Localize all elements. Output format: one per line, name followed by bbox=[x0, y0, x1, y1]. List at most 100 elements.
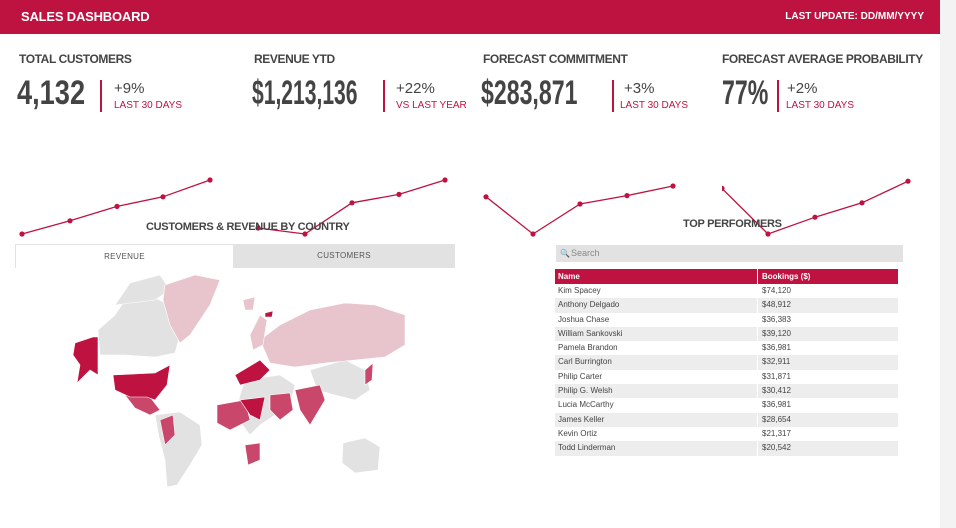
table-row[interactable]: Todd Linderman $20,542 bbox=[555, 441, 898, 456]
table-row[interactable]: Carl Burrington $32,911 bbox=[555, 355, 898, 370]
kpi-period: LAST 30 DAYS bbox=[114, 100, 182, 111]
table-row[interactable]: Kim Spacey $74,120 bbox=[555, 284, 898, 299]
performer-name: Kim Spacey bbox=[555, 284, 758, 299]
table-row[interactable]: William Sankovski $39,120 bbox=[555, 326, 898, 342]
table-row[interactable]: Lucia McCarthy $36,981 bbox=[555, 398, 898, 413]
sparkline-chart bbox=[483, 183, 676, 237]
page-title: SALES DASHBOARD bbox=[21, 9, 150, 24]
performer-name: Pamela Brandon bbox=[555, 341, 758, 356]
country-arctic-islands bbox=[114, 275, 171, 306]
divider bbox=[383, 80, 385, 112]
performer-bookings: $30,412 bbox=[762, 386, 791, 396]
kpi-value: $283,871 bbox=[481, 74, 578, 112]
country-alaska bbox=[72, 336, 99, 384]
sparkline-point bbox=[442, 177, 448, 183]
header-bar: SALES DASHBOARD LAST UPDATE: DD/MM/YYYY bbox=[0, 0, 940, 34]
performer-name: Philip Carter bbox=[555, 369, 758, 385]
kpi-total-customers: TOTAL CUSTOMERS 4,132 +9% LAST 30 DAYS bbox=[17, 52, 213, 237]
sparkline-point bbox=[905, 178, 911, 184]
performer-name: Carl Burrington bbox=[555, 355, 758, 370]
kpi-title: FORECAST AVERAGE PROBABILITY bbox=[722, 52, 923, 66]
search-placeholder: Search bbox=[571, 248, 600, 258]
performer-bookings: $31,871 bbox=[762, 371, 791, 381]
performer-bookings: $36,981 bbox=[762, 343, 791, 353]
sparkline-point bbox=[624, 193, 630, 199]
region-middle-east bbox=[269, 392, 294, 421]
kpi-value: 77% bbox=[722, 74, 769, 112]
kpi-change: +22% bbox=[396, 80, 435, 97]
performers-table: Name Bookings ($) Kim Spacey $74,120 Antho… bbox=[555, 269, 898, 463]
performer-name: Joshua Chase bbox=[555, 312, 758, 327]
performer-bookings: $48,912 bbox=[762, 300, 791, 310]
sparkline-point bbox=[859, 200, 865, 206]
performer-name: Philip G. Welsh bbox=[555, 384, 758, 399]
kpi-period: VS LAST YEAR bbox=[396, 100, 467, 111]
column-header-bookings[interactable]: Bookings ($) bbox=[762, 272, 811, 281]
divider bbox=[612, 80, 614, 112]
performer-name: William Sankovski bbox=[555, 326, 758, 342]
performer-bookings: $20,542 bbox=[762, 443, 791, 453]
sparkline-point bbox=[670, 183, 676, 189]
kpi-period: LAST 30 DAYS bbox=[620, 100, 688, 111]
sparkline-point bbox=[207, 177, 213, 183]
performer-bookings: $28,654 bbox=[762, 414, 791, 424]
search-icon: 🔍 bbox=[560, 249, 570, 258]
sparkline-point bbox=[302, 231, 308, 237]
table-row[interactable]: Philip Carter $31,871 bbox=[555, 369, 898, 385]
country-australia bbox=[341, 437, 381, 474]
search-input[interactable]: 🔍 Search bbox=[556, 245, 903, 262]
sparkline-point bbox=[483, 194, 489, 200]
scrollbar-track[interactable] bbox=[940, 0, 956, 528]
region-southern-africa bbox=[244, 442, 261, 466]
performer-bookings: $32,911 bbox=[762, 357, 791, 367]
sparkline-chart bbox=[722, 178, 911, 237]
performer-bookings: $39,120 bbox=[762, 328, 791, 338]
kpi-value: 4,132 bbox=[17, 74, 86, 112]
map-tabs: REVENUE CUSTOMERS bbox=[15, 244, 455, 268]
table-row[interactable]: Kevin Ortiz $21,317 bbox=[555, 426, 898, 442]
country-iceland bbox=[264, 310, 274, 318]
region-western-europe bbox=[234, 359, 271, 386]
performer-bookings: $74,120 bbox=[762, 286, 791, 295]
table-row[interactable]: Philip G. Welsh $30,412 bbox=[555, 384, 898, 399]
divider bbox=[777, 80, 779, 112]
kpi-period: LAST 30 DAYS bbox=[786, 100, 854, 111]
kpi-value: $1,213,136 bbox=[252, 74, 358, 112]
kpi-revenue-ytd: REVENUE YTD $1,213,136 +22% VS LAST YEAR bbox=[252, 52, 467, 237]
last-update: LAST UPDATE: DD/MM/YYYY bbox=[785, 11, 924, 22]
country-scandinavia bbox=[249, 314, 268, 351]
sparkline-point bbox=[67, 218, 73, 224]
table-row[interactable]: Anthony Delgado $48,912 bbox=[555, 298, 898, 313]
tab-revenue[interactable]: REVENUE bbox=[15, 244, 233, 268]
performer-name: Anthony Delgado bbox=[555, 298, 758, 313]
kpi-title: FORECAST COMMITMENT bbox=[483, 52, 628, 66]
sparkline-point bbox=[530, 231, 536, 237]
tab-customers[interactable]: CUSTOMERS bbox=[317, 251, 371, 260]
performers-title: TOP PERFORMERS bbox=[683, 218, 782, 230]
column-header-name[interactable]: Name bbox=[555, 269, 758, 284]
table-row[interactable]: James Keller $28,654 bbox=[555, 412, 898, 427]
region-peru-colombia bbox=[159, 414, 176, 446]
table-row[interactable]: Pamela Brandon $36,981 bbox=[555, 341, 898, 356]
sparkline-point bbox=[114, 203, 120, 209]
table-row[interactable]: Joshua Chase $36,383 bbox=[555, 312, 898, 327]
performer-bookings: $36,981 bbox=[762, 400, 791, 410]
sparkline-point bbox=[349, 200, 355, 206]
sparkline-line bbox=[485, 185, 674, 235]
sparkline-point bbox=[765, 231, 771, 237]
country-russia bbox=[259, 302, 406, 368]
world-choropleth-map[interactable] bbox=[55, 275, 415, 490]
performer-name: Kevin Ortiz bbox=[555, 426, 758, 442]
kpi-change: +3% bbox=[624, 80, 655, 97]
kpi-title: REVENUE YTD bbox=[254, 52, 335, 66]
performer-name: Lucia McCarthy bbox=[555, 398, 758, 413]
performer-name: James Keller bbox=[555, 412, 758, 427]
sparkline-point bbox=[722, 185, 725, 191]
table-body: Kim Spacey $74,120 Anthony Delgado $48,912 J… bbox=[555, 284, 898, 456]
sparkline-point bbox=[812, 214, 818, 220]
kpi-forecast-commitment: FORECAST COMMITMENT $283,871 +3% LAST 30… bbox=[481, 52, 688, 237]
performer-name: Todd Linderman bbox=[555, 441, 758, 456]
country-japan bbox=[364, 362, 374, 386]
sparkline-point bbox=[396, 191, 402, 197]
